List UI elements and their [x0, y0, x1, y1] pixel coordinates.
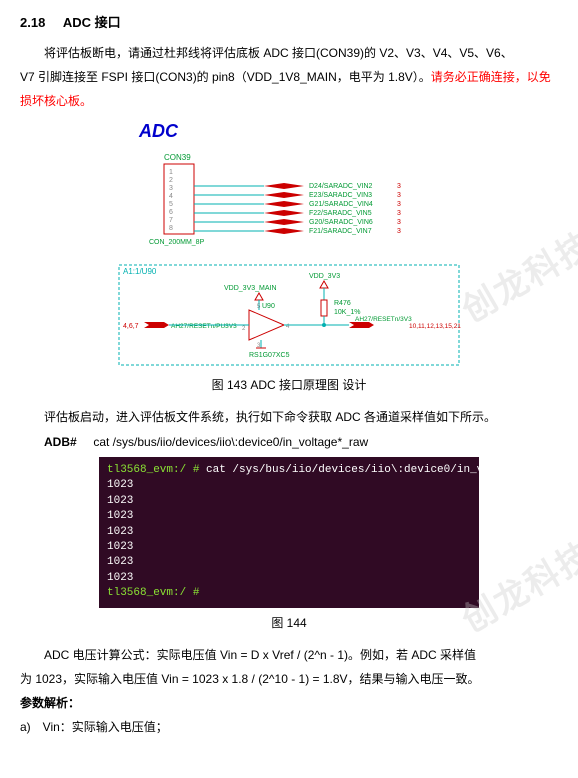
terminal-line: 1023 [107, 510, 133, 522]
figure-143-caption: 图 143 ADC 接口原理图 设计 [20, 376, 558, 393]
figure-144-caption: 图 144 [20, 614, 558, 631]
r-label: R476 [334, 300, 351, 307]
params-label: 参数解析： [20, 691, 558, 715]
formula-p1: ADC 电压计算公式：实际电压值 Vin = D x Vref / (2^n -… [20, 643, 558, 667]
net-num: 3 [397, 210, 401, 217]
vdd-a: VDD_3V3_MAIN [224, 285, 277, 292]
net-label: G21/SARADC_VIN4 [309, 201, 373, 208]
net-lines: D24/SARADC_VIN2 3 E23/SARADC_VIN3 3 G21/… [194, 183, 401, 235]
formula-line2: 为 1023，实际输入电压值 Vin = 1023 x 1.8 / (2^10 … [20, 672, 480, 686]
con-label: CON39 [164, 153, 191, 162]
sheet-boundary [119, 265, 459, 365]
pin-num: 2 [169, 177, 173, 184]
u-label: U90 [262, 303, 275, 310]
section-number: 2.18 [20, 15, 45, 30]
terminal-line: 1023 [107, 572, 133, 584]
pin-num: 4 [169, 193, 173, 200]
left-pins: 4,6,7 [123, 323, 139, 330]
r-val: 10K_1% [334, 309, 360, 316]
right-net: AH27/RESETn/3V3 [355, 316, 412, 323]
vdd-b: VDD_3V3 [309, 273, 340, 280]
schematic-top: CON39 1 2 3 4 5 6 7 8 CON_200MM_8P D24/S… [109, 150, 469, 260]
pin-num: 6 [169, 209, 173, 216]
terminal-line: 1023 [107, 479, 133, 491]
formula-line1: ADC 电压计算公式：实际电压值 Vin = D x Vref / (2^n -… [44, 648, 476, 662]
formula-p1b: 为 1023，实际输入电压值 Vin = 1023 x 1.8 / (2^10 … [20, 667, 558, 691]
p1-line2: V7 引脚连接至 FSPI 接口(CON3)的 pin8（VDD_1V8_MAI… [20, 70, 431, 84]
buffer-ic [249, 310, 284, 340]
param-a: a) Vin：实际输入电压值； [20, 715, 558, 739]
cmd-text: cat /sys/bus/iio/devices/iio\:device0/in… [93, 435, 368, 449]
section-title: ADC 接口 [63, 15, 121, 30]
svg-text:5: 5 [257, 304, 261, 310]
terminal-line: 1023 [107, 541, 133, 553]
section-heading: 2.18 ADC 接口 [20, 12, 558, 31]
paragraph-2: 评估板启动，进入评估板文件系统，执行如下命令获取 ADC 各通道采样值如下所示。 [20, 405, 558, 429]
p1-line1: 将评估板断电，请通过杜邦线将评估底板 ADC 接口(CON39)的 V2、V3、… [44, 46, 513, 60]
terminal-line: 1023 [107, 495, 133, 507]
command-line: ADB# cat /sys/bus/iio/devices/iio\:devic… [20, 435, 558, 449]
watermark: 创龙科技 [451, 217, 578, 331]
pin-num: 5 [169, 201, 173, 208]
terminal-cmd: cat /sys/bus/iio/devices/iio\:device0/in… [199, 464, 555, 476]
right-pins: 10,11,12,13,15,21 [409, 323, 461, 330]
schematic-bottom: A1:1/U90 VDD_3V3_MAIN VDD_3V3 R476 10K_1… [109, 260, 469, 370]
pin-num: 7 [169, 217, 173, 224]
cmd-label: ADB# [44, 435, 77, 449]
terminal-line: 1023 [107, 526, 133, 538]
net-num: 3 [397, 192, 401, 199]
net-num: 3 [397, 201, 401, 208]
u-part: RS1G07XC5 [249, 352, 290, 359]
sheet-ref: A1:1/U90 [123, 267, 157, 276]
net-label: G20/SARADC_VIN6 [309, 219, 373, 226]
figure-143: ADC CON39 1 2 3 4 5 6 7 8 CON_200MM_8P D… [109, 121, 469, 370]
svg-text:2: 2 [242, 326, 246, 332]
left-arrow [144, 322, 169, 328]
net-label: D24/SARADC_VIN2 [309, 183, 373, 190]
terminal-line: 1023 [107, 556, 133, 568]
left-net: AH27/RESETn/PU3V3 [171, 323, 237, 330]
adc-title: ADC [139, 121, 469, 142]
paragraph-1: 将评估板断电，请通过杜邦线将评估底板 ADC 接口(CON39)的 V2、V3、… [20, 41, 558, 65]
pin-num: 1 [169, 169, 173, 176]
pin-num: 3 [169, 185, 173, 192]
net-num: 3 [397, 183, 401, 190]
net-label: F21/SARADC_VIN7 [309, 228, 372, 235]
terminal-prompt: tl3568_evm:/ # [107, 464, 199, 476]
terminal-output: tl3568_evm:/ # cat /sys/bus/iio/devices/… [99, 457, 479, 608]
con-footprint: CON_200MM_8P [149, 239, 205, 246]
terminal-prompt: tl3568_evm:/ # [107, 587, 199, 599]
resistor [321, 300, 327, 316]
net-num: 3 [397, 228, 401, 235]
paragraph-1b: V7 引脚连接至 FSPI 接口(CON3)的 pin8（VDD_1V8_MAI… [20, 65, 558, 113]
pin-num: 8 [169, 225, 173, 232]
net-label: F22/SARADC_VIN5 [309, 210, 372, 217]
net-label: E23/SARADC_VIN3 [309, 192, 372, 199]
net-num: 3 [397, 219, 401, 226]
